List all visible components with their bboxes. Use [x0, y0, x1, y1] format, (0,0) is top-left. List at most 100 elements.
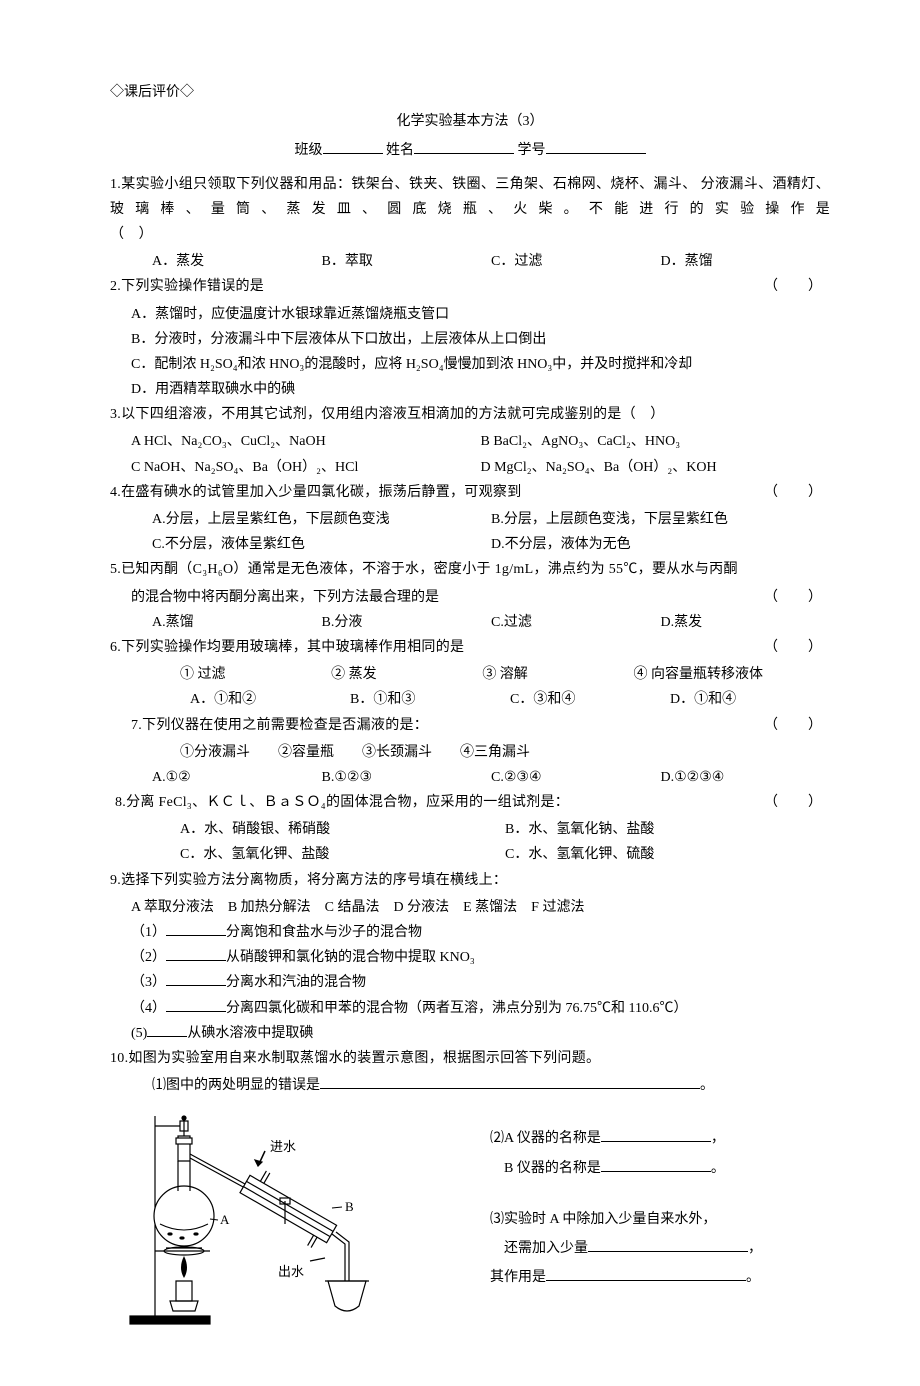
q3-c: C NaOH、Na₂SO₄、Ba（OH）₂、HCl	[131, 455, 481, 480]
q1-text: 1.某实验小组只领取下列仪器和用品：铁架台、铁夹、铁圈、三角架、石棉网、烧杯、漏…	[110, 172, 830, 248]
q5-options: A.蒸馏 B.分液 C.过滤 D.蒸发	[110, 610, 830, 635]
q7-d: D.①②③④	[661, 765, 831, 790]
q7-paren: （ ）	[764, 713, 830, 738]
q2-paren: （ ）	[764, 274, 830, 299]
q3-row1: A HCl、Na₂CO₃、CuCl₂、NaOH B BaCl₂、AgNO₃、Ca…	[110, 429, 830, 454]
q10-s1-blank	[320, 1075, 700, 1089]
q1-paren: （ ）	[110, 227, 153, 242]
q6-d: D．①和④	[670, 687, 830, 712]
q5-d: D.蒸发	[661, 610, 831, 635]
distillation-diagram: 进水 出水 A B	[110, 1106, 410, 1345]
q1-options: A．蒸发 B．萃取 C．过滤 D．蒸馏	[110, 249, 830, 274]
q6-i4: ④ 向容量瓶转移液体	[633, 662, 830, 687]
q4-row2: C.不分层，液体呈紫红色 D.不分层，液体为无色	[110, 532, 830, 557]
q2-c: C．配制浓 H₂SO₄和浓 HNO₃的混酸时，应将 H₂SO₄慢慢加到浓 HNO…	[110, 352, 830, 377]
q9-s3-blank	[166, 972, 226, 986]
subtitle-row: 班级 姓名 学号	[110, 138, 830, 163]
class-label: 班级	[295, 143, 323, 158]
q8-d: C．水、氢氧化钾、硫酸	[505, 842, 830, 867]
q9-s1-blank	[166, 922, 226, 936]
q10-s1: ⑴图中的两处明显的错误是。	[110, 1073, 830, 1098]
q5-text2: 的混合物中将丙酮分离出来，下列方法最合理的是（ ）	[110, 585, 830, 610]
number-blank	[546, 140, 646, 154]
q10-s2: ⑵A 仪器的名称是，	[490, 1126, 830, 1151]
q2-a: A．蒸馏时，应使温度计水银球靠近蒸馏烧瓶支管口	[110, 302, 830, 327]
q9-s4-blank	[166, 998, 226, 1012]
q10-s3b: 还需加入少量，	[490, 1236, 830, 1261]
q6-c: C．③和④	[510, 687, 670, 712]
q7-items: ①分液漏斗 ②容量瓶 ③长颈漏斗 ④三角漏斗	[110, 740, 830, 765]
q6-options: A．①和② B．①和③ C．③和④ D．①和④	[110, 687, 830, 712]
q6-text: 6.下列实验操作均要用玻璃棒，其中玻璃棒作用相同的是（ ）	[110, 635, 830, 660]
number-label: 学号	[518, 143, 546, 158]
q9-text: 9.选择下列实验方法分离物质，将分离方法的序号填在横线上：	[110, 868, 830, 893]
label-a: A	[220, 1212, 230, 1227]
q4-b: B.分层，上层颜色变浅，下层呈紫红色	[491, 507, 830, 532]
name-blank	[414, 140, 514, 154]
q6-items: ① 过滤 ② 蒸发 ③ 溶解 ④ 向容量瓶转移液体	[110, 662, 830, 687]
q1-d: D．蒸馏	[661, 249, 831, 274]
q3-row2: C NaOH、Na₂SO₄、Ba（OH）₂、HCl D MgCl₂、Na₂SO₄…	[110, 455, 830, 480]
q2-b: B．分液时，分液漏斗中下层液体从下口放出，上层液体从上口倒出	[110, 327, 830, 352]
q10-right: ⑵A 仪器的名称是， B 仪器的名称是。 ⑶实验时 A 中除加入少量自来水外， …	[410, 1106, 830, 1345]
q6-paren: （ ）	[764, 635, 830, 660]
q8-paren: （ ）	[764, 790, 830, 815]
q9-s1: （1）分离饱和食盐水与沙子的混合物	[110, 920, 830, 945]
q9-s2: （2）从硝酸钾和氯化钠的混合物中提取 KNO₃	[110, 945, 830, 970]
q10-s3b-blank	[588, 1238, 748, 1252]
q9-s3: （3）分离水和汽油的混合物	[110, 970, 830, 995]
q6-b: B．①和③	[350, 687, 510, 712]
q3-text: 3.以下四组溶液，不用其它试剂，仅用组内溶液互相滴加的方法就可完成鉴别的是（ ）	[110, 402, 830, 427]
q4-a: A.分层，上层呈紫红色，下层颜色变浅	[152, 507, 491, 532]
q6-i2: ② 蒸发	[331, 662, 482, 687]
q4-paren: （ ）	[764, 480, 830, 505]
q6-i3: ③ 溶解	[482, 662, 633, 687]
diagram-section: 进水 出水 A B ⑵A 仪器的名称是， B 仪器的名称是。 ⑶实验时 A 中除…	[110, 1106, 830, 1345]
q10-s2-blank	[601, 1128, 711, 1142]
q4-d: D.不分层，液体为无色	[491, 532, 830, 557]
q9-methods: A 萃取分液法 B 加热分解法 C 结晶法 D 分液法 E 蒸馏法 F 过滤法	[110, 895, 830, 920]
q10-s2b-blank	[601, 1158, 711, 1172]
q8-b: B．水、氢氧化钠、盐酸	[505, 817, 830, 842]
q4-c: C.不分层，液体呈紫红色	[152, 532, 491, 557]
q5-text1: 5.已知丙酮（C₃H₆O）通常是无色液体，不溶于水，密度小于 1g/mL，沸点约…	[110, 557, 830, 582]
q8-c: C．水、氢氧化钾、盐酸	[180, 842, 505, 867]
q9-s4: （4）分离四氯化碳和甲苯的混合物（两者互溶，沸点分别为 76.75℃和 110.…	[110, 996, 830, 1021]
label-b: B	[345, 1199, 354, 1214]
label-in: 进水	[270, 1139, 296, 1154]
q1-a: A．蒸发	[152, 249, 322, 274]
q1-c: C．过滤	[491, 249, 661, 274]
label-out: 出水	[278, 1264, 304, 1279]
q3-a: A HCl、Na₂CO₃、CuCl₂、NaOH	[131, 429, 481, 454]
q9-s5-blank	[147, 1023, 187, 1037]
q8-row2: C．水、氢氧化钾、盐酸 C．水、氢氧化钾、硫酸	[110, 842, 830, 867]
q5-paren: （ ）	[764, 585, 830, 610]
header-mark: ◇课后评价◇	[110, 80, 830, 105]
q3-b: B BaCl₂、AgNO₃、CaCl₂、HNO₃	[481, 429, 831, 454]
q9-s5: (5)从碘水溶液中提取碘	[110, 1021, 830, 1046]
q9-s2-blank	[166, 947, 226, 961]
q4-row1: A.分层，上层呈紫红色，下层颜色变浅 B.分层，上层颜色变浅，下层呈紫红色	[110, 507, 830, 532]
q10-text: 10.如图为实验室用自来水制取蒸馏水的装置示意图，根据图示回答下列问题。	[110, 1046, 830, 1071]
q8-text: 8.分离 FeCl₃、ＫＣｌ、ＢａＳＯ₄的固体混合物，应采用的一组试剂是：（ ）	[110, 790, 830, 815]
q7-c: C.②③④	[491, 765, 661, 790]
q2-d: D．用酒精萃取碘水中的碘	[110, 377, 830, 402]
q2-text: 2.下列实验操作错误的是（ ）	[110, 274, 830, 299]
q4-text: 4.在盛有碘水的试管里加入少量四氯化碳，振荡后静置，可观察到（ ）	[110, 480, 830, 505]
name-label: 姓名	[386, 143, 414, 158]
q1-b: B．萃取	[322, 249, 492, 274]
page-title: 化学实验基本方法（3）	[110, 109, 830, 134]
q8-a: A．水、硝酸银、稀硝酸	[180, 817, 505, 842]
q7-text: 7.下列仪器在使用之前需要检查是否漏液的是：（ ）	[110, 713, 830, 738]
q7-options: A.①② B.①②③ C.②③④ D.①②③④	[110, 765, 830, 790]
q10-s3: ⑶实验时 A 中除加入少量自来水外，	[490, 1207, 830, 1232]
q7-a: A.①②	[152, 765, 322, 790]
q10-s2b: B 仪器的名称是。	[490, 1156, 830, 1181]
q10-s3c-blank	[546, 1267, 746, 1281]
q6-a: A．①和②	[190, 687, 350, 712]
q7-b: B.①②③	[322, 765, 492, 790]
q5-c: C.过滤	[491, 610, 661, 635]
q5-a: A.蒸馏	[152, 610, 322, 635]
class-blank	[323, 140, 383, 154]
q8-row1: A．水、硝酸银、稀硝酸 B．水、氢氧化钠、盐酸	[110, 817, 830, 842]
